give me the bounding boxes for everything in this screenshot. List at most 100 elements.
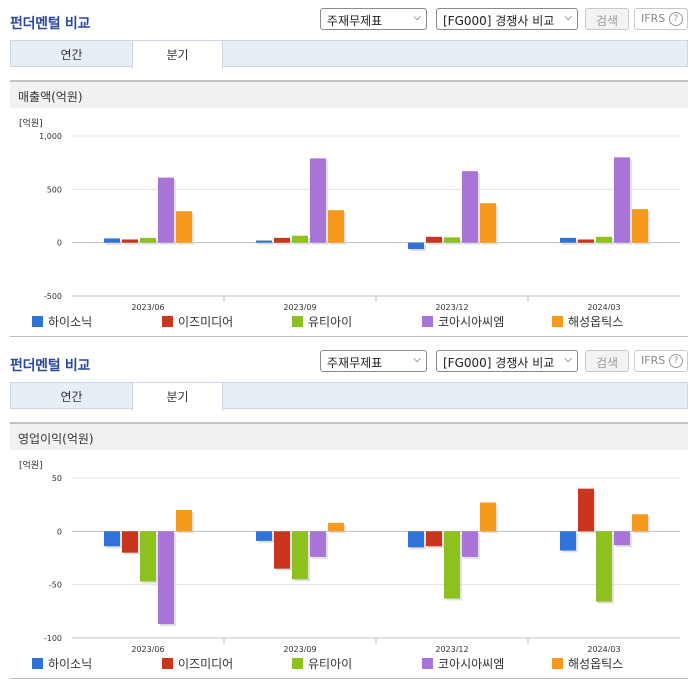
fundamental-compare-panel-operating-profit: 펀더멘털 비교 주재무제표 ⌵ [FG000] 경쟁사 비교 ⌵ 검색 IFRS? …	[0, 342, 696, 684]
bar	[104, 238, 120, 243]
bar	[408, 531, 424, 548]
y-tick-label: -50	[49, 581, 62, 590]
bar	[310, 531, 326, 557]
divider	[10, 678, 688, 679]
bar	[310, 158, 326, 243]
y-tick-label: 500	[47, 185, 62, 194]
legend-item: 코아시아씨엠	[422, 655, 504, 672]
legend-item: 코아시아씨엠	[422, 313, 504, 330]
tab-annual[interactable]: 연간	[60, 390, 83, 404]
legend-item: 해성옵틱스	[552, 313, 623, 330]
bar	[480, 203, 496, 243]
bar	[328, 210, 344, 243]
legend-item: 하이소닉	[32, 655, 92, 672]
bar	[292, 531, 308, 580]
legend-swatch	[422, 658, 433, 669]
x-tick-label: 2023/09	[283, 645, 316, 652]
search-button[interactable]: 검색	[585, 8, 629, 30]
bar	[176, 211, 192, 243]
bar	[632, 209, 648, 243]
unit-label: [억원]	[19, 459, 43, 471]
chevron-down-icon: ⌵	[564, 354, 572, 365]
chevron-down-icon: ⌵	[413, 12, 421, 23]
bar	[274, 237, 290, 243]
operating-profit-bar-chart: [억원] -100 -50 0 50 2023/06 2023/09 2023/12 2024/…	[19, 459, 680, 652]
bar	[122, 531, 138, 553]
x-tick-label: 2024/03	[587, 645, 620, 652]
legend-item: 이즈미디어	[162, 313, 233, 330]
panel-title: 펀더멘털 비교	[10, 358, 91, 374]
ifrs-button[interactable]: IFRS?	[634, 350, 688, 372]
bar-shadow	[124, 241, 140, 245]
legend-item: 이즈미디어	[162, 655, 233, 672]
bar-shadow	[580, 241, 596, 245]
legend-swatch	[162, 658, 173, 669]
bar	[426, 531, 442, 547]
statement-select[interactable]: 주재무제표 ⌵	[320, 8, 427, 30]
y-tick-label: 1,000	[39, 132, 62, 141]
ifrs-button[interactable]: IFRS?	[634, 8, 688, 30]
x-tick-label: 2023/12	[435, 303, 468, 310]
legend-item: 유티아이	[292, 655, 352, 672]
bar	[176, 510, 192, 532]
bar	[274, 531, 290, 569]
chart-legend: 하이소닉 이즈미디어 유티아이 코아시아씨엠 해성옵틱스	[32, 655, 672, 671]
search-button[interactable]: 검색	[585, 350, 629, 372]
bar	[140, 237, 156, 243]
bar	[444, 531, 460, 599]
section-title: 매출액(억원)	[10, 80, 688, 108]
x-tick-label: 2023/12	[435, 645, 468, 652]
divider	[10, 336, 688, 337]
bar	[462, 171, 478, 243]
legend-swatch	[32, 316, 43, 327]
x-tick-label: 2023/06	[131, 303, 164, 310]
y-tick-label: 50	[52, 474, 62, 483]
x-tick-label: 2023/09	[283, 303, 316, 310]
bar	[408, 242, 424, 250]
bar	[614, 531, 630, 546]
unit-label: [억원]	[19, 117, 43, 129]
legend-swatch	[552, 658, 563, 669]
bar	[480, 502, 496, 532]
bar	[328, 522, 344, 532]
help-icon: ?	[669, 354, 683, 368]
bar-shadow	[258, 242, 274, 245]
tab-annual[interactable]: 연간	[60, 48, 83, 62]
legend-item: 해성옵틱스	[552, 655, 623, 672]
bar	[122, 239, 138, 243]
legend-swatch	[162, 316, 173, 327]
x-tick-label: 2024/03	[587, 303, 620, 310]
legend-item: 유티아이	[292, 313, 352, 330]
chart-legend: 하이소닉 이즈미디어 유티아이 코아시아씨엠 해성옵틱스	[32, 313, 672, 329]
bar	[614, 157, 630, 243]
statement-select[interactable]: 주재무제표 ⌵	[320, 350, 427, 372]
compare-select[interactable]: [FG000] 경쟁사 비교 ⌵	[436, 8, 578, 30]
legend-swatch	[292, 316, 303, 327]
bar	[256, 240, 272, 243]
tab-quarterly[interactable]: 분기	[132, 383, 223, 411]
tab-quarterly[interactable]: 분기	[132, 41, 223, 69]
bar	[140, 531, 156, 582]
panel-title: 펀더멘털 비교	[10, 16, 91, 32]
bar	[104, 531, 120, 547]
compare-select[interactable]: [FG000] 경쟁사 비교 ⌵	[436, 350, 578, 372]
bar	[578, 488, 594, 532]
legend-item: 하이소닉	[32, 313, 92, 330]
bar	[158, 531, 174, 625]
bar	[560, 531, 576, 551]
fundamental-compare-panel-sales: 펀더멘털 비교 주재무제표 ⌵ [FG000] 경쟁사 비교 ⌵ 검색 IFRS? …	[10, 8, 688, 337]
legend-swatch	[292, 658, 303, 669]
bar	[292, 235, 308, 243]
period-tabs: 연간 분기	[10, 40, 688, 69]
legend-swatch	[32, 658, 43, 669]
section-title: 영업이익(억원)	[10, 422, 688, 450]
bar	[632, 514, 648, 532]
y-tick-label: 0	[57, 239, 62, 248]
bar	[596, 531, 612, 602]
bar	[158, 177, 174, 243]
bar	[426, 236, 442, 243]
bar	[256, 531, 272, 541]
legend-swatch	[422, 316, 433, 327]
bar	[462, 531, 478, 557]
bar	[444, 237, 460, 243]
